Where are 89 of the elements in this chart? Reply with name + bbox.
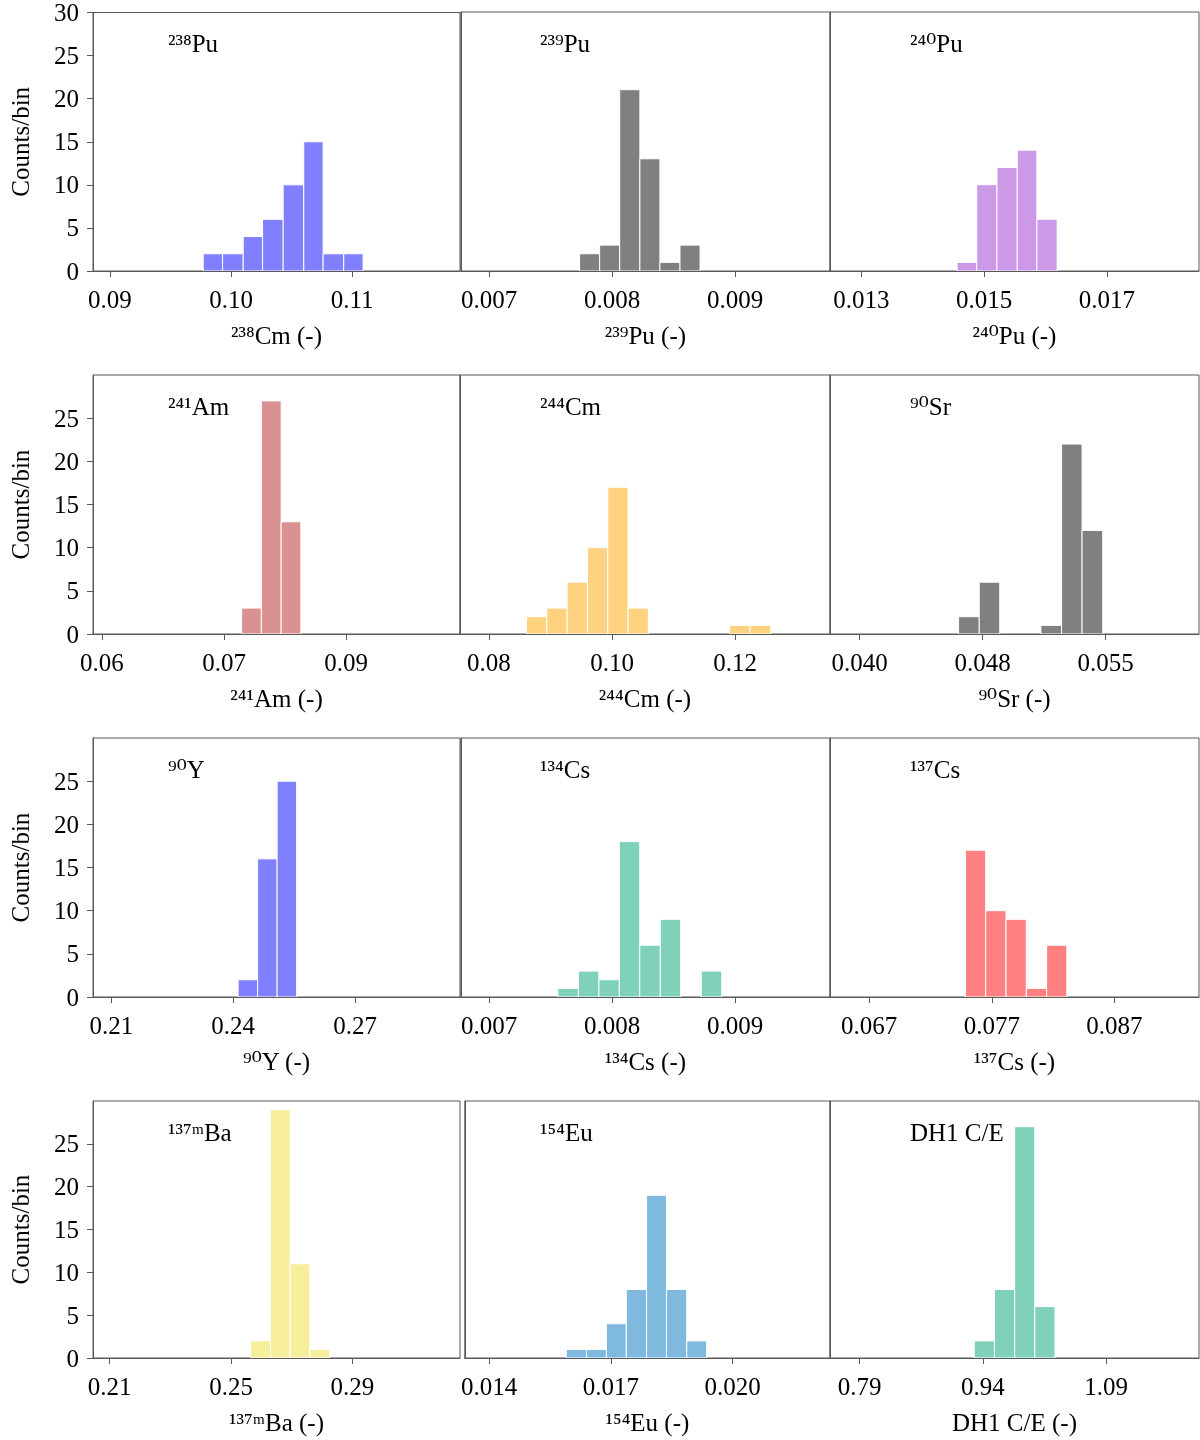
text: ²⁴⁴Cm <box>540 393 602 420</box>
y-axis-title: Counts/bin <box>7 86 34 197</box>
x-tick-label: 0.087 <box>1086 1012 1143 1039</box>
x-axis-title: ²³⁸Cm (-) <box>230 322 323 350</box>
x-axis-title: ²³⁹Pu (-) <box>604 322 687 350</box>
x-axis-title: ²⁴⁰Pu (-) <box>972 322 1057 350</box>
x-axis-title: ⁹⁰Sr (-) <box>978 685 1051 713</box>
y-tick-label: 10 <box>54 171 79 199</box>
x-tick-label: 0.013 <box>833 286 890 313</box>
y-tick-label: 10 <box>54 897 79 925</box>
text: ⁹⁰Y <box>168 756 205 783</box>
x-tick-label: 0.009 <box>707 286 764 313</box>
x-tick-label: 0.077 <box>963 1012 1020 1039</box>
x-tick-label: 0.048 <box>954 649 1011 676</box>
y-axis-title: Counts/bin <box>7 812 34 923</box>
x-tick-label: 0.020 <box>704 1373 761 1400</box>
x-tick-label: 0.040 <box>831 649 888 676</box>
y-tick-label: 0 <box>66 1344 79 1372</box>
text: ²³⁹Pu <box>540 30 591 57</box>
x-tick-label: 0.067 <box>841 1012 898 1039</box>
y-tick-label: 20 <box>54 1173 79 1201</box>
x-tick-label: 0.017 <box>1078 286 1136 313</box>
y-tick-label: 20 <box>54 447 79 475</box>
y-tick-label: 0 <box>66 257 79 285</box>
y-tick-label: 25 <box>54 1130 79 1158</box>
x-tick-label: 0.10 <box>209 286 253 313</box>
y-tick-label: 25 <box>54 767 79 795</box>
y-tick-label: 15 <box>54 854 79 881</box>
text: ¹³⁴Cs <box>540 756 591 783</box>
x-tick-label: 0.21 <box>87 1373 132 1400</box>
text: ⁹⁰Sr <box>910 393 952 420</box>
y-axis-title: Counts/bin <box>7 449 34 560</box>
y-tick-label: 0 <box>66 983 79 1011</box>
y-tick-label: 5 <box>66 577 79 605</box>
x-axis-title: ¹³⁷ᵐBa (-) <box>229 1409 324 1437</box>
y-tick-label: 10 <box>54 1258 79 1286</box>
y-tick-label: 20 <box>54 810 79 838</box>
x-tick-label: 0.09 <box>324 649 368 676</box>
x-tick-label: 0.09 <box>88 286 132 313</box>
y-tick-label: 15 <box>54 491 79 518</box>
x-tick-label: 0.12 <box>713 649 758 676</box>
x-tick-label: 0.79 <box>837 1373 882 1400</box>
y-tick-label: 10 <box>54 534 79 562</box>
x-tick-label: 0.24 <box>211 1012 256 1039</box>
x-tick-label: 0.014 <box>461 1373 518 1400</box>
x-tick-label: 0.015 <box>955 286 1013 313</box>
x-tick-label: 0.27 <box>333 1012 378 1039</box>
text: ¹³⁷Cs <box>910 756 961 783</box>
x-axis-title: ¹³⁴Cs (-) <box>604 1048 687 1076</box>
y-tick-label: 15 <box>54 1216 79 1243</box>
x-tick-label: 0.11 <box>330 286 374 313</box>
x-axis-title: DH1 C/E (-) <box>952 1409 1077 1437</box>
x-tick-label: 0.007 <box>461 286 518 313</box>
x-tick-label: 0.10 <box>590 649 634 676</box>
y-tick-label: 5 <box>66 940 79 968</box>
x-tick-label: 0.29 <box>330 1373 375 1400</box>
text: ²⁴⁰Pu <box>910 30 964 57</box>
text: ¹³⁷ᵐBa <box>168 1119 232 1146</box>
y-axis-title: Counts/bin <box>7 1174 34 1285</box>
x-axis-title: ¹³⁷Cs (-) <box>973 1048 1056 1076</box>
x-tick-label: 0.008 <box>584 286 641 313</box>
y-tick-label: 25 <box>54 42 79 70</box>
text: ²⁴¹Am <box>168 393 230 420</box>
x-tick-label: 0.07 <box>202 649 246 676</box>
text: ²³⁸Pu <box>168 30 219 57</box>
x-tick-label: 0.08 <box>467 649 511 676</box>
text: DH1 C/E <box>910 1119 1004 1146</box>
x-axis-title: ⁹⁰Y (-) <box>242 1048 311 1076</box>
x-tick-label: 0.009 <box>707 1012 764 1039</box>
x-tick-label: 0.008 <box>584 1012 641 1039</box>
x-axis-title: ²⁴⁴Cm (-) <box>598 685 692 713</box>
y-tick-label: 5 <box>66 1301 79 1329</box>
x-tick-label: 0.017 <box>582 1373 639 1400</box>
x-axis-title: ²⁴¹Am (-) <box>230 685 323 713</box>
x-tick-label: 0.007 <box>461 1012 518 1039</box>
x-axis-title: ¹⁵⁴Eu (-) <box>605 1409 690 1437</box>
y-tick-label: 20 <box>54 85 79 113</box>
y-tick-label: 0 <box>66 620 79 648</box>
y-tick-label: 5 <box>66 214 79 242</box>
x-tick-label: 0.21 <box>89 1012 134 1039</box>
y-tick-label: 15 <box>54 128 79 156</box>
x-tick-label: 0.94 <box>960 1373 1006 1400</box>
y-tick-label: 25 <box>54 404 79 432</box>
text: ¹⁵⁴Eu <box>540 1119 594 1146</box>
y-tick-label: 30 <box>54 0 79 26</box>
x-tick-label: 0.055 <box>1077 649 1134 676</box>
x-tick-label: 1.09 <box>1084 1373 1129 1400</box>
x-tick-label: 0.06 <box>80 649 124 676</box>
x-tick-label: 0.25 <box>209 1373 253 1400</box>
